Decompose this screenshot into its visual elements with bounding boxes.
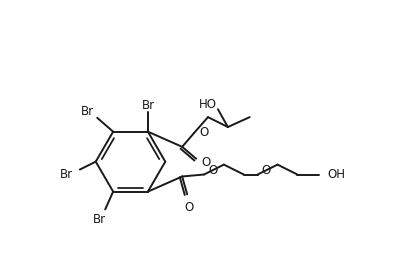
Text: O: O bbox=[184, 201, 193, 214]
Text: Br: Br bbox=[81, 105, 94, 118]
Text: Br: Br bbox=[93, 213, 106, 226]
Text: O: O bbox=[199, 126, 208, 140]
Text: HO: HO bbox=[199, 98, 216, 111]
Text: Br: Br bbox=[142, 99, 155, 112]
Text: O: O bbox=[261, 164, 270, 177]
Text: O: O bbox=[201, 156, 210, 169]
Text: Br: Br bbox=[59, 168, 72, 181]
Text: O: O bbox=[207, 164, 217, 177]
Text: OH: OH bbox=[326, 168, 344, 181]
